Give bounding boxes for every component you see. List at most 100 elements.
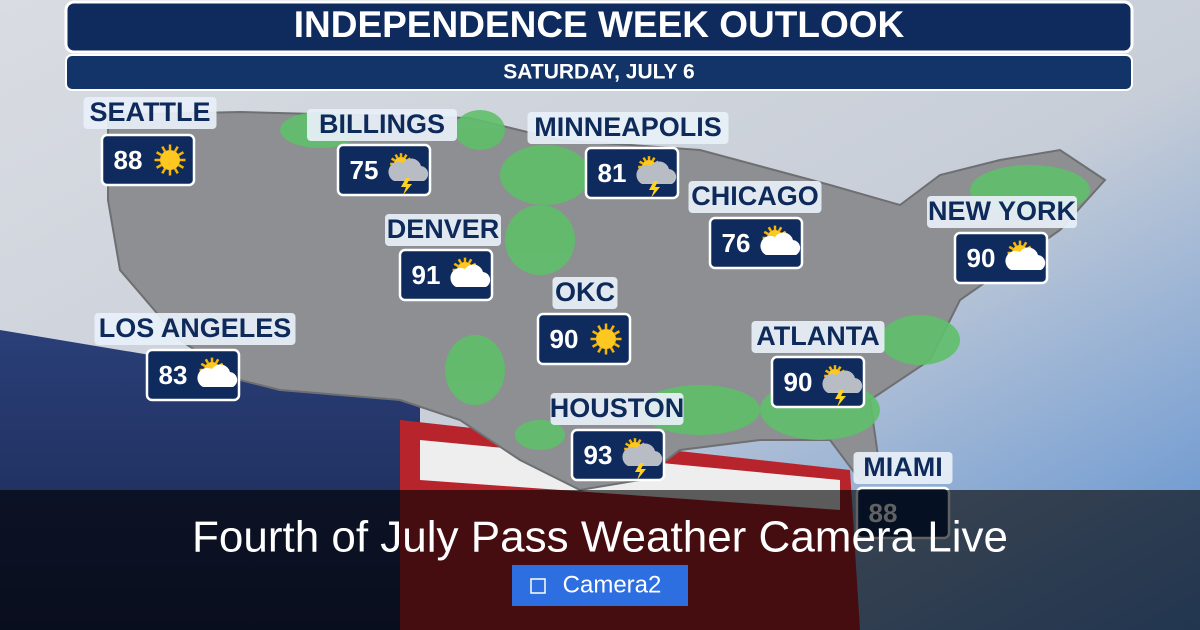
city-name: CHICAGO	[691, 181, 819, 211]
sun-ray	[155, 163, 162, 169]
cloud	[760, 232, 801, 255]
sun-ray	[609, 347, 615, 354]
temperature: 88	[114, 145, 143, 175]
sun-ray	[614, 330, 621, 336]
lightning	[635, 463, 646, 480]
subtitle-bar	[65, 54, 1133, 91]
city-name: BILLINGS	[319, 109, 445, 139]
sun-ray	[178, 163, 185, 169]
city: DENVER 91	[385, 214, 501, 302]
camera-button[interactable]	[512, 565, 688, 606]
city-name: MIAMI	[863, 452, 942, 482]
sun-ray	[1022, 241, 1028, 247]
sun-ray	[403, 153, 408, 159]
city-name: ATLANTA	[756, 321, 879, 351]
button-label: Camera2	[563, 571, 662, 598]
sun-ray	[204, 358, 210, 364]
sun-ray	[628, 438, 633, 444]
sun-ray	[591, 330, 598, 336]
city: SEATTLE 88	[83, 97, 217, 187]
city-label-bg	[550, 393, 684, 425]
city: OKC 90	[536, 277, 632, 366]
sun	[596, 329, 616, 349]
temperature: 83	[159, 360, 188, 390]
city-name: DENVER	[387, 214, 500, 244]
city: LOS ANGELES 83	[94, 313, 296, 402]
lightning	[835, 390, 846, 407]
city-name: MINNEAPOLIS	[534, 112, 722, 142]
cloud	[197, 364, 238, 387]
city: CHICAGO 76	[688, 181, 822, 270]
sun-ray	[173, 145, 179, 152]
lightning	[401, 178, 412, 195]
cloud	[636, 161, 677, 184]
sun-ray	[394, 153, 399, 159]
city-name: NEW YORK	[928, 196, 1077, 226]
city-label-bg	[552, 277, 618, 309]
sun-ray	[609, 324, 615, 331]
city-label-bg	[307, 109, 457, 141]
city-name: LOS ANGELES	[99, 313, 292, 343]
temperature: 90	[967, 243, 996, 273]
sun-ray	[642, 156, 647, 162]
city: BILLINGS 75	[307, 109, 457, 197]
sun-ray	[200, 362, 206, 368]
sun-ray	[637, 438, 642, 444]
city: ATLANTA 90	[751, 321, 885, 409]
city-name: HOUSTON	[550, 393, 685, 423]
city-label-bg	[688, 181, 822, 213]
city-label-bg	[751, 321, 885, 353]
city-name: OKC	[555, 277, 615, 307]
temperature: 75	[350, 155, 379, 185]
map-title: INDEPENDENCE WEEK OUTLOOK	[294, 4, 905, 45]
sun-ray	[777, 226, 783, 232]
video-title: Fourth of July Pass Weather Camera Live	[192, 513, 1008, 562]
cloud	[622, 443, 663, 466]
sun-ray	[1012, 241, 1018, 247]
city-label-bg	[927, 196, 1077, 228]
city-label-bg	[385, 214, 501, 246]
sun-ray	[467, 258, 473, 264]
cloud	[450, 264, 491, 287]
sun-ray	[824, 369, 830, 374]
city-label-bg	[83, 97, 217, 129]
sun-ray	[638, 160, 644, 165]
sun-ray	[614, 342, 621, 348]
temperature: 90	[550, 324, 579, 354]
sun-ray	[457, 258, 463, 264]
sun-ray	[597, 324, 603, 331]
sun-ray	[1008, 245, 1014, 251]
sun-ray	[178, 151, 185, 157]
sun-ray	[767, 226, 773, 232]
cloud	[388, 158, 429, 181]
overlay	[0, 490, 1200, 630]
cloud	[1005, 247, 1046, 270]
title-bar	[64, 0, 1134, 54]
sun-ray	[837, 365, 842, 371]
city-label-bg	[853, 452, 953, 484]
city: HOUSTON 93	[550, 393, 685, 482]
sun-ray	[453, 262, 459, 268]
sun-ray	[763, 230, 769, 236]
sun-ray	[173, 168, 179, 175]
temperature: 90	[784, 367, 813, 397]
sun-ray	[624, 442, 630, 447]
sun-ray	[155, 151, 162, 157]
cloud	[822, 370, 863, 393]
sun-ray	[161, 145, 167, 152]
temperature: 81	[598, 158, 627, 188]
city-label-bg	[94, 313, 296, 345]
sun-ray	[214, 358, 220, 364]
map-subtitle: SATURDAY, JULY 6	[503, 61, 694, 84]
city: MINNEAPOLIS 81	[527, 112, 729, 200]
lightning	[649, 181, 660, 198]
city-label-bg	[527, 112, 729, 144]
sun-ray	[390, 157, 396, 162]
temperature: 91	[412, 260, 441, 290]
temperature: 76	[722, 228, 751, 258]
sun-ray	[651, 156, 656, 162]
temperature: 93	[584, 440, 613, 470]
cities: SEATTLE 88 BILLINGS 75 MINNEAPOLIS 81 CHICAGO 7…	[83, 97, 1077, 540]
